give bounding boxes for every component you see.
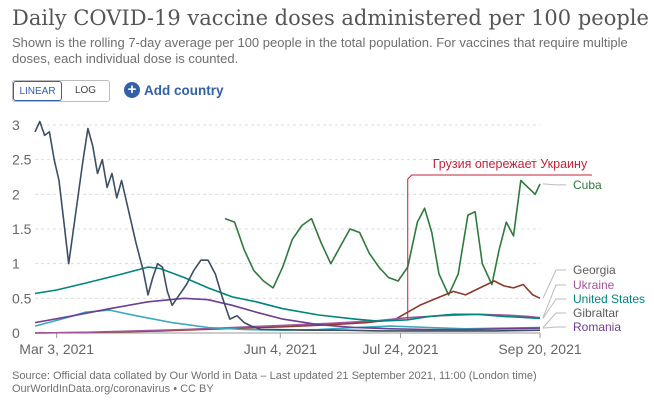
plus-icon: + bbox=[124, 82, 140, 98]
y-tick-label: 0 bbox=[12, 325, 20, 341]
x-tick-label: Mar 3, 2021 bbox=[19, 341, 94, 357]
y-tick-label: 1.5 bbox=[12, 221, 32, 237]
annotation: Грузия опережает Украину bbox=[407, 157, 592, 320]
legend-label-romania: Romania bbox=[573, 320, 621, 334]
series-line-ukraine bbox=[34, 313, 541, 334]
x-tick-label: Jun 4, 2021 bbox=[244, 341, 317, 357]
legend-connector bbox=[542, 298, 566, 319]
y-tick-label: 0.5 bbox=[12, 290, 32, 306]
legend-connector bbox=[542, 269, 566, 299]
x-tick-label: Jul 24, 2021 bbox=[362, 341, 438, 357]
annotation-label: Грузия опережает Украину bbox=[433, 157, 588, 171]
annotation-line bbox=[407, 174, 592, 320]
legend-connector bbox=[542, 284, 566, 318]
linear-scale-button[interactable]: LINEAR bbox=[13, 81, 62, 101]
line-chart: 0 0.5 1 1.5 2 2.5 3 Mar 3, 2021 Jun 4, 2021 Jul … bbox=[12, 117, 645, 357]
legend-label-gibraltar: Gibraltar bbox=[573, 306, 619, 320]
x-tick-label: Sep 20, 2021 bbox=[498, 341, 582, 357]
page-title: Daily COVID-19 vaccine doses administere… bbox=[12, 6, 649, 30]
chart-subtitle: Shown is the rolling 7-day average per 1… bbox=[12, 35, 628, 66]
legend-connector bbox=[542, 326, 566, 329]
source-note: Source: Official data collated by Our Wo… bbox=[12, 370, 537, 382]
y-tick-label: 1 bbox=[12, 256, 20, 272]
series-line-cuba bbox=[224, 179, 541, 296]
series-line-gibraltar-spikes bbox=[34, 120, 541, 332]
log-scale-button[interactable]: LOG bbox=[74, 85, 97, 96]
legend-connector bbox=[542, 183, 566, 186]
credit-link[interactable]: OurWorldInData.org/coronavirus • CC BY bbox=[12, 383, 214, 395]
x-axis-ticks: Mar 3, 2021 Jun 4, 2021 Jul 24, 2021 Sep 20… bbox=[19, 333, 582, 357]
add-country-label: Add country bbox=[144, 82, 224, 98]
series-lines bbox=[34, 120, 541, 334]
y-tick-label: 3 bbox=[12, 117, 20, 133]
series-line-romania bbox=[34, 297, 541, 331]
y-tick-label: 2.5 bbox=[12, 152, 32, 168]
y-axis-ticks: 0 0.5 1 1.5 2 2.5 3 bbox=[12, 117, 32, 341]
legend-label-united-states: United States bbox=[573, 292, 645, 306]
legend-label-georgia: Georgia bbox=[573, 263, 616, 277]
add-country-button[interactable]: + Add country bbox=[124, 80, 224, 100]
scale-toggle: LINEAR LOG bbox=[12, 80, 110, 102]
legend-label-ukraine: Ukraine bbox=[573, 278, 615, 292]
series-line-united-states bbox=[34, 266, 541, 322]
footer: Source: Official data collated by Our Wo… bbox=[12, 370, 537, 396]
legend-connector bbox=[542, 312, 566, 328]
legend-label-cuba: Cuba bbox=[573, 178, 602, 192]
y-tick-label: 2 bbox=[12, 186, 20, 202]
grid-lines bbox=[35, 124, 540, 334]
